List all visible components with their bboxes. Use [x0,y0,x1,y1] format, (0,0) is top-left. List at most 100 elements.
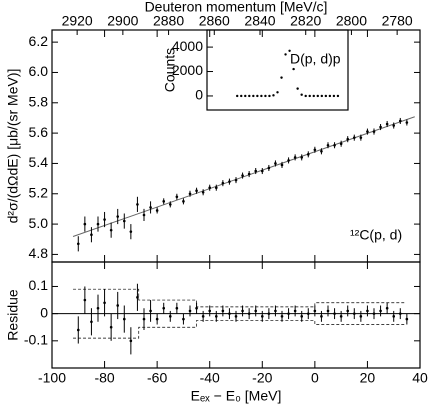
y-axis-title: d²σ/(dΩdE) [μb/(sr MeV)] [5,69,21,224]
data-point [149,206,152,209]
data-point [162,306,166,310]
annotation: D(p, d)p [290,51,341,67]
data-point [221,181,225,185]
data-point [320,150,323,153]
data-point [300,93,303,96]
data-point [234,315,238,318]
data-point [247,312,251,315]
data-point [274,309,277,313]
data-point [214,315,218,318]
y-tick-label: 5.0 [29,215,49,231]
data-point [316,94,319,98]
x2-tick-label: 2840 [244,13,275,29]
data-point [122,219,126,223]
data-point [385,122,389,126]
data-point [221,309,225,313]
data-point [241,174,244,177]
data-point [162,200,166,203]
x-axis-title: Eₑₓ − E₀ [MeV] [191,388,282,404]
data-point [312,94,315,98]
data-point [324,94,328,98]
x2-tick-label: 2880 [153,13,184,29]
data-point [256,94,259,98]
data-point [136,296,139,299]
data-point [214,186,218,189]
data-point [280,315,284,318]
data-point [168,315,172,318]
data-point [96,222,100,226]
data-point [228,180,231,183]
data-point [287,312,290,315]
x-tick-label: 0 [311,370,319,386]
x-tick-label: -80 [94,370,114,386]
data-point [276,91,279,94]
fit-line [72,116,415,237]
data-point [346,137,350,141]
envelope-upper [73,288,405,308]
data-point [109,228,113,232]
data-point [195,189,198,193]
data-point [326,143,330,147]
data-point [241,309,244,313]
data-point [333,143,336,147]
data-point [252,94,255,98]
data-point [313,309,317,313]
data-point [306,153,310,156]
data-point [267,166,271,170]
data-point [254,169,258,173]
data-point [300,315,304,318]
data-point [398,119,402,123]
plot-frame [206,29,349,111]
envelope-lower [73,320,405,339]
data-point [359,136,363,139]
data-point [336,94,340,98]
data-point [392,124,396,127]
data-point [76,242,80,246]
data-point [274,162,277,165]
data-point [272,94,275,97]
data-point [240,94,243,98]
data-point [168,203,172,206]
data-point [293,156,297,159]
data-point [405,317,409,321]
data-point [293,309,297,313]
data-point [129,339,133,343]
data-point [149,309,152,313]
data-point [188,192,192,196]
data-point [188,309,192,313]
data-point [308,94,311,98]
data-point [103,218,106,221]
data-point [352,312,356,315]
data-point [346,309,350,313]
data-point [366,130,369,133]
y-tick-label: 0 [40,304,48,320]
data-point [228,312,231,315]
data-point [320,94,324,98]
data-point [284,53,287,56]
x2-tick-label: 2920 [62,13,93,29]
y-tick-label: 4.8 [29,245,49,261]
data-point [103,301,106,305]
data-point [234,178,238,182]
data-point [116,304,120,307]
data-point [155,317,159,321]
data-point [280,163,284,167]
y-tick-label: 5.2 [29,184,49,200]
data-point [260,94,263,98]
data-point [268,94,271,98]
data-point [405,121,409,124]
data-point [372,312,376,315]
x2-tick-label: 2900 [107,13,138,29]
data-point [142,317,146,321]
data-point [333,312,336,315]
data-point [208,309,212,313]
data-point [248,94,251,98]
data-point [339,142,343,146]
data-point [313,148,317,152]
x2-tick-label: 2820 [290,13,321,29]
data-point [332,94,336,98]
data-point [182,200,185,203]
data-point [379,125,382,129]
y-tick-label: -0.1 [24,332,48,348]
